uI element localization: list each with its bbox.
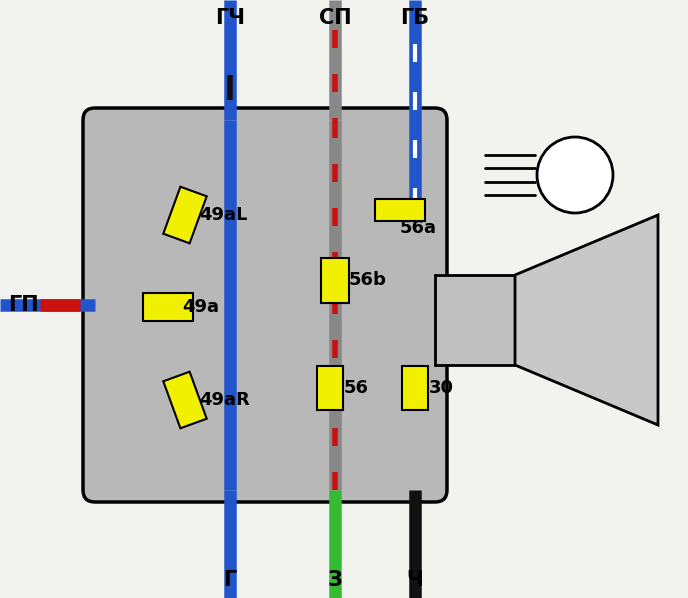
- Text: 49aL: 49aL: [199, 206, 248, 224]
- Bar: [317, 366, 343, 410]
- Text: Ч: Ч: [407, 570, 423, 590]
- Text: 30: 30: [429, 379, 454, 397]
- Bar: [435, 275, 515, 365]
- Text: З: З: [327, 570, 343, 590]
- Bar: [163, 187, 206, 243]
- Polygon shape: [515, 215, 658, 425]
- Text: 56b: 56b: [349, 271, 387, 289]
- Bar: [163, 372, 206, 428]
- Circle shape: [537, 137, 613, 213]
- Bar: [375, 199, 425, 221]
- FancyBboxPatch shape: [83, 108, 447, 502]
- Bar: [321, 258, 349, 303]
- Bar: [143, 293, 193, 321]
- Text: ГП: ГП: [8, 295, 39, 315]
- Text: ГБ: ГБ: [400, 8, 429, 28]
- Text: ГЧ: ГЧ: [215, 8, 245, 28]
- Text: 56: 56: [344, 379, 369, 397]
- Bar: [402, 366, 428, 410]
- Text: 49a: 49a: [182, 298, 219, 316]
- Text: Г: Г: [224, 570, 237, 590]
- Text: 49aR: 49aR: [199, 391, 250, 409]
- Text: 56a: 56a: [400, 219, 437, 237]
- Text: СП: СП: [319, 8, 352, 28]
